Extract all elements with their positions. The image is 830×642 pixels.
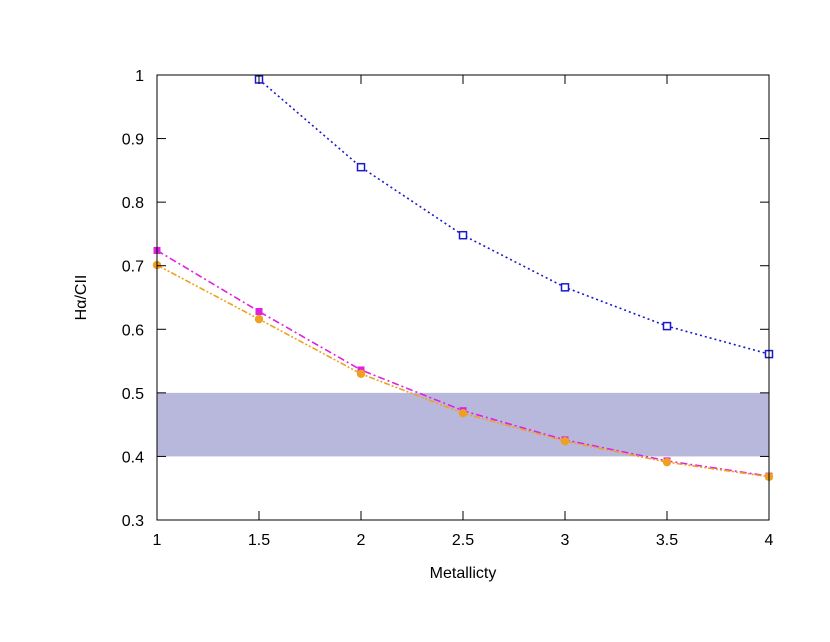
series-2-point-4 [560, 436, 570, 446]
y-tick-label-4: 0.7 [122, 259, 144, 276]
x-tick-label-4: 3 [561, 532, 570, 549]
x-tick-label-5: 3.5 [656, 532, 678, 549]
x-axis-label: Metallicty [430, 565, 497, 582]
series-0-line [258, 78, 770, 355]
y-tick-label-2: 0.5 [122, 386, 144, 403]
x-tick-label-2: 2 [357, 532, 366, 549]
ticks-layer: 1 1.5 2 2.5 3 3.5 4 0.3 0.4 0.5 0.6 0.7 0.8 0.9 1 [122, 68, 774, 549]
series-0 [254, 75, 774, 359]
y-tick-label-7: 1 [135, 68, 144, 85]
y-tick-label-6: 0.9 [122, 132, 144, 149]
y-tick-label-0: 0.3 [122, 513, 144, 530]
reference-band-layer [157, 392, 769, 457]
series-2-point-1 [254, 314, 264, 324]
series-0-point-2 [458, 230, 468, 240]
y-tick-label-3: 0.6 [122, 322, 144, 339]
y-tick-label-1: 0.4 [122, 449, 144, 466]
x-tick-label-6: 4 [765, 532, 774, 549]
series-0-point-4 [662, 321, 672, 331]
x-tick-label-3: 2.5 [452, 532, 474, 549]
y-axis-label: Hα/CII [73, 275, 90, 321]
y-tick-label-5: 0.8 [122, 195, 144, 212]
x-tick-label-0: 1 [153, 532, 162, 549]
series-2-point-3 [458, 409, 468, 418]
series-0-point-3 [560, 283, 570, 292]
x-tick-label-1: 1.5 [248, 532, 270, 549]
series-2-point-5 [662, 457, 672, 467]
reference-band [157, 392, 769, 457]
series-0-point-1 [356, 162, 366, 172]
series-2-point-2 [356, 369, 366, 378]
series-1-point-1 [255, 307, 263, 315]
